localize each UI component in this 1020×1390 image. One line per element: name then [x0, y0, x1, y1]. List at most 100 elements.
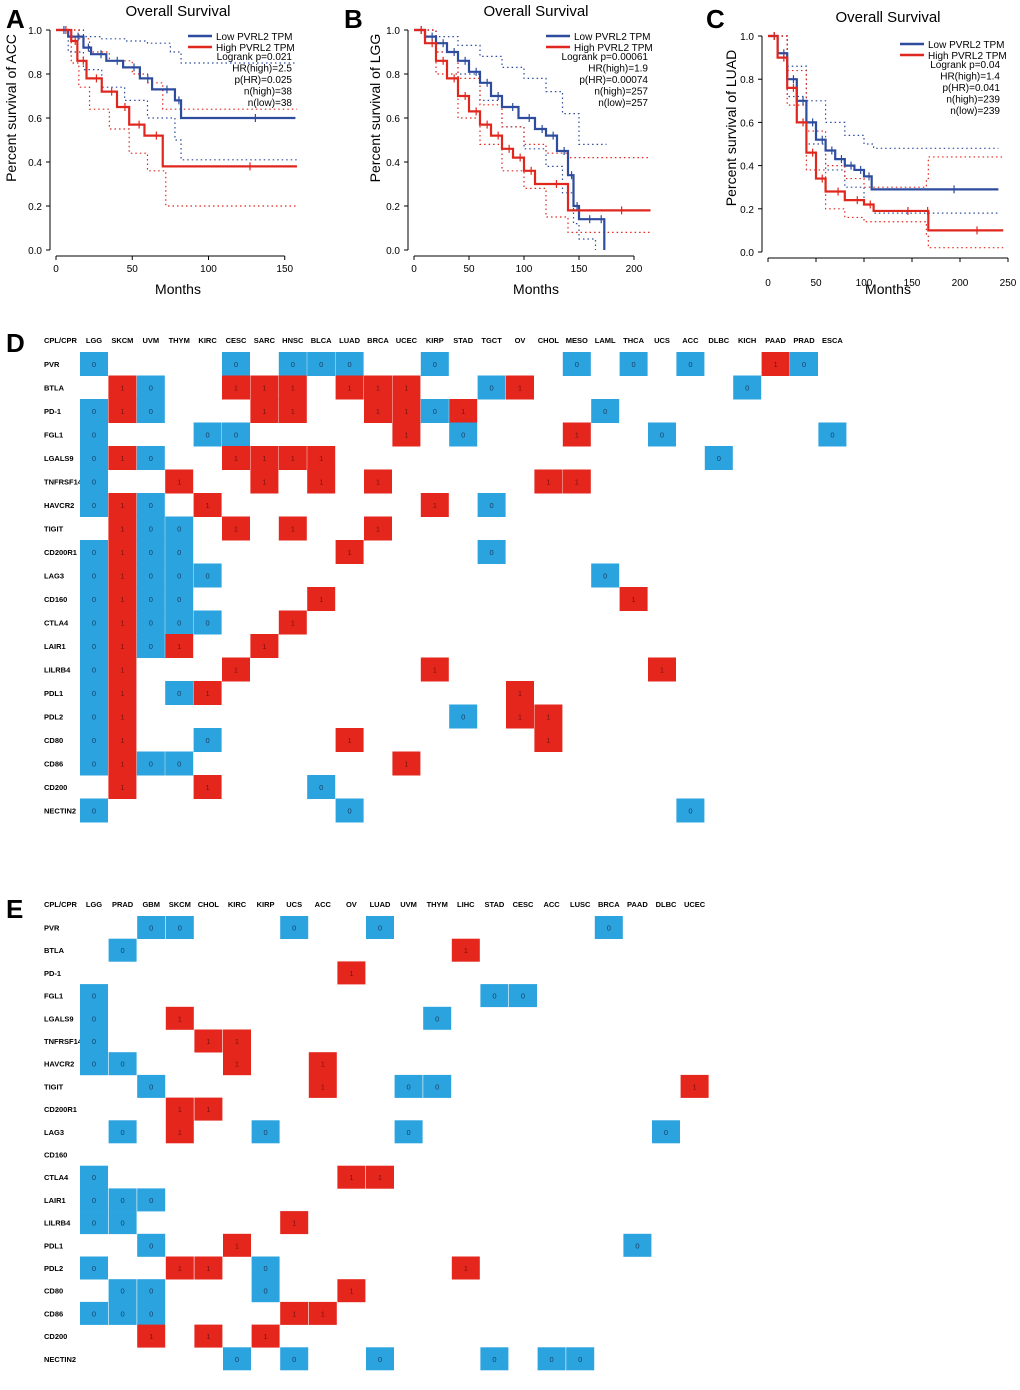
heatmap-cell-value: 1 — [120, 760, 124, 769]
column-header: DLBC — [656, 900, 677, 909]
column-header: LAML — [595, 336, 616, 345]
heatmap-cell — [80, 1006, 108, 1030]
row-label: LAIR1 — [44, 1196, 66, 1205]
row-label: PDL2 — [44, 713, 63, 722]
legend-low-label: Low PVRL2 TPM — [216, 32, 293, 43]
heatmap-cell — [136, 634, 165, 658]
heatmap-cell — [451, 938, 480, 962]
heatmap-cell — [562, 352, 591, 376]
heatmap-cell — [676, 352, 705, 376]
heatmap-cell — [80, 728, 108, 752]
heatmap-cell-value: 1 — [291, 384, 295, 393]
heatmap-cell — [676, 798, 705, 823]
heatmap-cell-value: 1 — [546, 713, 550, 722]
heatmap-cell-value: 0 — [149, 1287, 153, 1296]
heatmap-cell — [137, 1301, 166, 1325]
heatmap-cell — [108, 657, 137, 682]
heatmap-cell — [108, 1120, 137, 1144]
x-tick-label: 50 — [463, 264, 475, 275]
heatmap-cell-value: 0 — [348, 360, 352, 369]
heatmap-cell-value: 1 — [120, 689, 124, 698]
heatmap-cell — [280, 1301, 309, 1325]
column-header: HNSC — [282, 336, 304, 345]
heatmap-cell-value: 0 — [378, 1355, 382, 1364]
heatmaps-layer: LGG SKCM UVM THYM KIRC CESC SARC HNSC BLCA LUAD BR… — [44, 336, 847, 1371]
heatmap-cell-value: 0 — [490, 501, 494, 510]
heatmap-cell — [308, 1052, 337, 1076]
heatmap-cell-value: 1 — [291, 619, 295, 628]
chart-b-xlabel: Months — [513, 281, 559, 297]
heatmap-cell — [165, 563, 194, 588]
heatmap-cell — [506, 681, 534, 705]
heatmap-cell — [648, 422, 676, 447]
heatmap-cell-value: 0 — [149, 1309, 153, 1318]
heatmap-cell — [222, 516, 250, 541]
heatmap-cell — [80, 540, 108, 564]
y-tick-label: 0.0 — [386, 246, 400, 257]
heatmap-cell — [108, 1188, 137, 1212]
heatmap-cell — [366, 916, 394, 939]
heatmap-cell — [364, 375, 392, 400]
heatmap-e: LGG PRAD GBM SKCM CHOL KIRC KIRP UCS ACC OV LUAD UV… — [44, 900, 709, 1371]
heatmap-cell-value: 1 — [262, 454, 266, 463]
heatmap-cell — [591, 563, 620, 588]
heatmap-cell — [534, 704, 563, 729]
heatmap-cell — [193, 728, 222, 752]
heatmap-cell-value: 0 — [234, 431, 238, 440]
column-header: BRCA — [367, 336, 389, 345]
heatmap-cell-value: 0 — [149, 1196, 153, 1205]
y-tick-label: 0.8 — [740, 75, 754, 86]
heatmap-cell — [308, 1074, 337, 1098]
heatmap-cell — [80, 634, 108, 658]
heatmap-cell-value: 0 — [92, 736, 96, 745]
heatmap-cell-value: 0 — [92, 807, 96, 816]
heatmap-cell — [307, 469, 336, 494]
heatmap-cell — [193, 681, 222, 705]
heatmap-cell-value: 0 — [149, 924, 153, 933]
heatmap-cell-value: 0 — [92, 713, 96, 722]
heatmap-cell — [506, 704, 534, 729]
heatmap-cell-value: 1 — [404, 384, 408, 393]
heatmap-cell-value: 0 — [177, 548, 181, 557]
heatmap-cell — [280, 916, 309, 939]
heatmap-cell — [250, 634, 279, 658]
heatmap-cell-value: 1 — [319, 454, 323, 463]
heatmap-cell — [80, 798, 108, 823]
heatmap-cell-value: 1 — [404, 760, 408, 769]
heatmap-cell-value: 1 — [262, 642, 266, 651]
heatmap-cell — [108, 1279, 137, 1303]
row-label: LAIR1 — [44, 642, 66, 651]
heatmap-cell-value: 0 — [206, 736, 210, 745]
column-header: BLCA — [311, 336, 332, 345]
stat-text: Logrank p=0.00061 — [562, 52, 649, 63]
heatmap-cell-value: 0 — [92, 1037, 96, 1046]
x-tick-label: 100 — [200, 264, 217, 275]
stat-text: p(HR)=0.025 — [234, 75, 292, 86]
heatmap-cell — [222, 352, 250, 376]
heatmap-cell — [364, 469, 392, 494]
heatmap-cell — [137, 1324, 166, 1348]
heatmap-cell — [165, 1006, 194, 1030]
heatmap-cell-value: 1 — [177, 642, 181, 651]
heatmap-cell — [165, 634, 194, 658]
heatmap-cell — [280, 1347, 309, 1371]
heatmap-cell-value: 1 — [120, 595, 124, 604]
stat-text: n(high)=239 — [946, 95, 1000, 106]
heatmap-cell-value: 0 — [92, 501, 96, 510]
column-header: CESC — [226, 336, 247, 345]
heatmap-cell — [165, 1120, 194, 1144]
column-header: KIRC — [198, 336, 217, 345]
heatmap-cell-value: 0 — [149, 384, 153, 393]
heatmap-cell-value: 1 — [120, 783, 124, 792]
heatmap-cell — [223, 1029, 251, 1053]
heatmap-cell-value: 0 — [407, 1128, 411, 1137]
y-tick-label: 0.2 — [386, 202, 400, 213]
heatmap-cell-value: 0 — [688, 807, 692, 816]
heatmap-cell-value: 0 — [378, 924, 382, 933]
heatmap-cell-value: 1 — [206, 1332, 210, 1341]
heatmap-cell-value: 0 — [177, 572, 181, 581]
heatmap-cell-value: 1 — [321, 1082, 325, 1091]
heatmap-cell — [790, 352, 818, 376]
column-header: STAD — [484, 900, 504, 909]
heatmap-cell-value: 0 — [121, 1196, 125, 1205]
